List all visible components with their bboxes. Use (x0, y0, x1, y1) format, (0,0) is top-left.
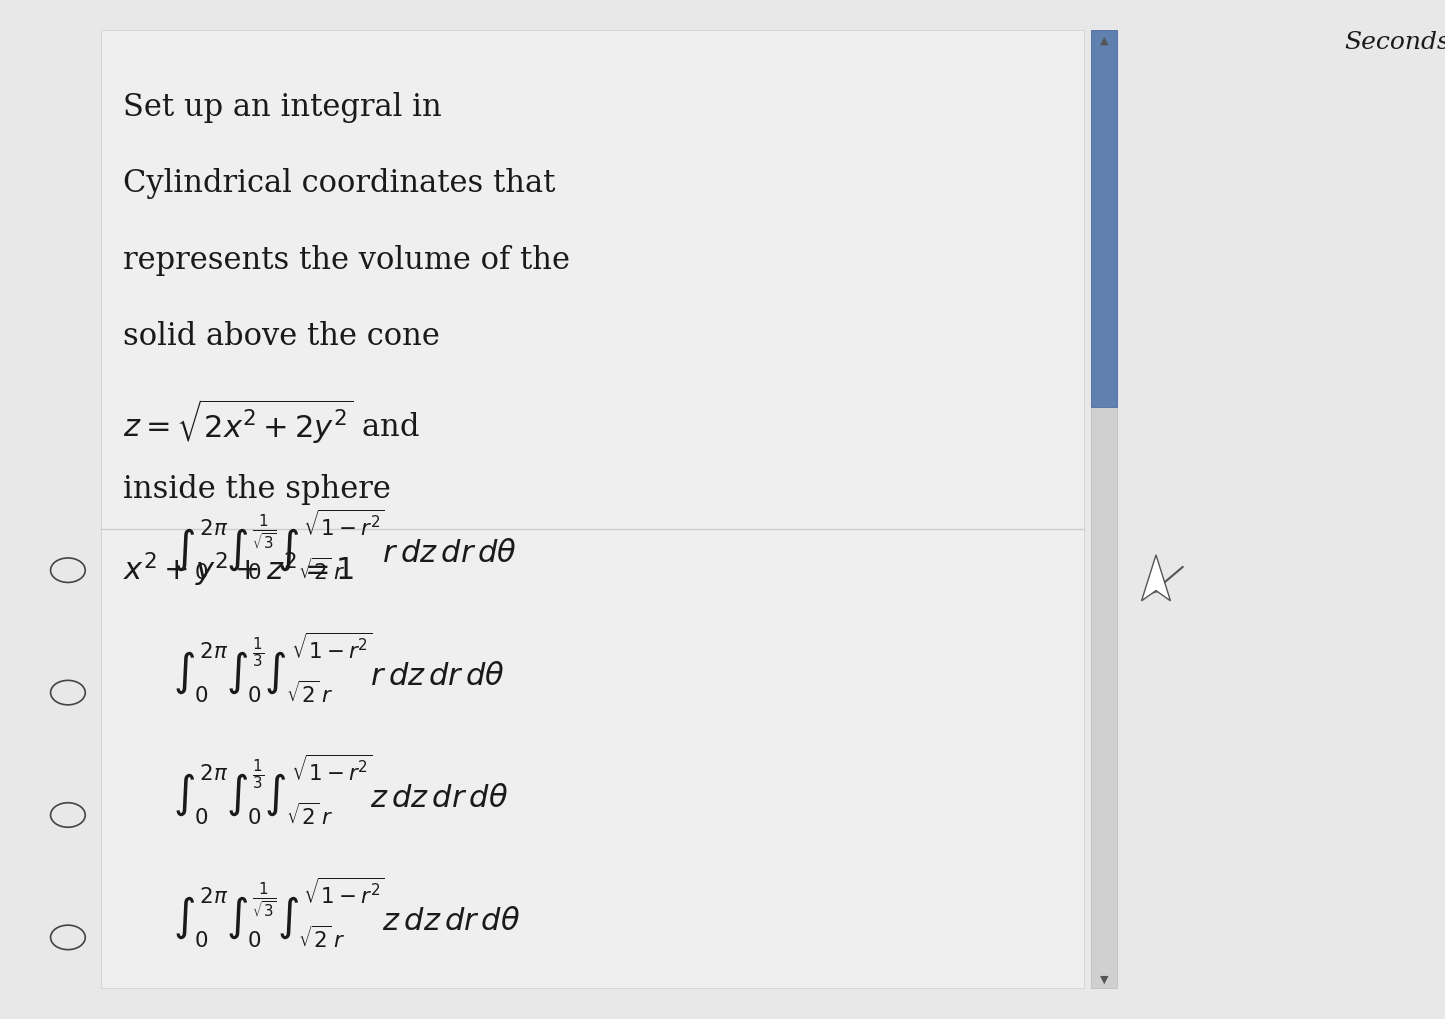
Text: $x^2 + y^2 + z^2 = 1$: $x^2 + y^2 + z^2 = 1$ (123, 550, 354, 589)
Text: ▼: ▼ (1100, 973, 1108, 983)
Text: $\int_0^{2\pi}\int_0^{\frac{1}{3}}\int_{\sqrt{2}\,r}^{\sqrt{1-r^2}}r\,dz\,dr\,d\: $\int_0^{2\pi}\int_0^{\frac{1}{3}}\int_{… (173, 630, 506, 705)
Text: $\int_0^{2\pi}\int_0^{\frac{1}{\sqrt{3}}}\int_{\sqrt{2}\,r}^{\sqrt{1-r^2}}z\,dz\: $\int_0^{2\pi}\int_0^{\frac{1}{\sqrt{3}}… (173, 874, 520, 950)
Text: solid above the cone: solid above the cone (123, 321, 439, 352)
Text: ▲: ▲ (1100, 36, 1108, 46)
Text: inside the sphere: inside the sphere (123, 474, 390, 504)
Text: Cylindrical coordinates that: Cylindrical coordinates that (123, 168, 555, 199)
Bar (1091, 31, 1117, 988)
FancyBboxPatch shape (101, 31, 1084, 988)
Bar (1091, 31, 1117, 408)
Text: Set up an integral in: Set up an integral in (123, 92, 442, 122)
Text: Seconds: Seconds (1344, 31, 1445, 54)
Text: $\int_0^{2\pi}\int_0^{\frac{1}{3}}\int_{\sqrt{2}\,r}^{\sqrt{1-r^2}}z\,dz\,dr\,d\: $\int_0^{2\pi}\int_0^{\frac{1}{3}}\int_{… (173, 752, 509, 827)
Polygon shape (1142, 555, 1170, 601)
Text: $\int_0^{2\pi}\int_0^{\frac{1}{\sqrt{3}}}\int_{\sqrt{2}\,r}^{\sqrt{1-r^2}}r\,dz\: $\int_0^{2\pi}\int_0^{\frac{1}{\sqrt{3}}… (173, 507, 517, 583)
Text: represents the volume of the: represents the volume of the (123, 245, 569, 275)
Text: $z = \sqrt{2x^2 + 2y^2}$ and: $z = \sqrt{2x^2 + 2y^2}$ and (123, 397, 419, 446)
